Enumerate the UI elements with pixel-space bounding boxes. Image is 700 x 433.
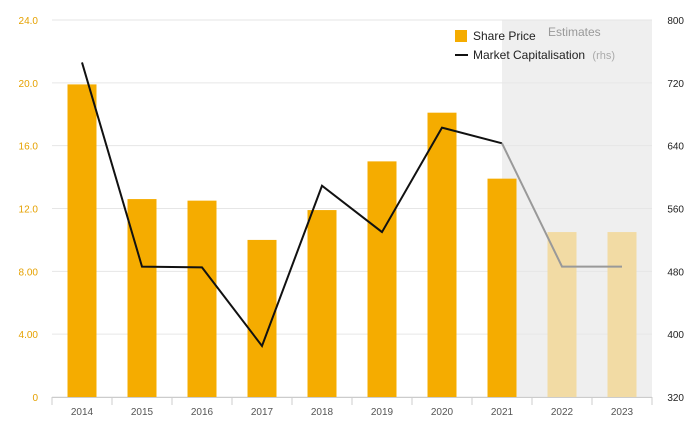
y-left-tick-label: 8.00 [19, 267, 39, 278]
market-cap-line-estimate [501, 142, 622, 268]
x-tick-label: 2016 [191, 407, 214, 418]
share-price-bar-2016 [187, 200, 217, 397]
x-tick-label: 2018 [311, 407, 334, 418]
share-price-bar-2021 [487, 178, 517, 397]
legend: Share Price Market Capitalisation (rhs) [455, 29, 615, 62]
y-right-tick-label: 400 [667, 330, 684, 341]
share-price-bar-2022 [547, 232, 577, 397]
x-tick-label: 2014 [71, 407, 94, 418]
x-tick-label: 2023 [611, 407, 634, 418]
x-tick-label: 2022 [551, 407, 574, 418]
y-right-tick-label: 560 [667, 205, 684, 216]
x-tick-label: 2021 [491, 407, 514, 418]
share-price-bar-2014 [67, 84, 97, 397]
market-cap-line-actual [81, 62, 503, 348]
y-left-tick-label: 20.0 [19, 79, 39, 90]
legend-market-cap-unit: (rhs) [592, 50, 615, 62]
y-right-tick-label: 320 [667, 393, 684, 404]
y-right-tick-label: 640 [667, 142, 684, 153]
y-left-tick-label: 24.0 [19, 16, 39, 27]
legend-market-cap-name: Market Capitalisation [473, 48, 585, 62]
share-price-bar-2020 [427, 112, 457, 397]
x-tick-label: 2019 [371, 407, 394, 418]
x-tick-label: 2015 [131, 407, 154, 418]
x-tick-label: 2020 [431, 407, 454, 418]
y-left-tick-label: 0 [32, 393, 38, 404]
share-price-bar-2018 [307, 210, 337, 397]
y-left-tick-label: 12.0 [19, 205, 39, 216]
estimates-label: Estimates [548, 25, 601, 39]
share-price-bar-2023 [607, 232, 637, 397]
share-price-bar-2019 [367, 161, 397, 397]
share-price-bars [67, 84, 637, 397]
legend-label-share-price: Share Price [473, 29, 536, 43]
x-tick-label: 2017 [251, 407, 274, 418]
y-axis-left: 0 4.00 8.00 12.0 16.0 20.0 24.0 [19, 16, 39, 404]
y-axis-right: 320 400 480 560 640 720 800 [667, 16, 684, 404]
y-right-tick-label: 480 [667, 267, 684, 278]
market-cap-line [81, 62, 622, 348]
legend-label-market-cap: Market Capitalisation (rhs) [473, 48, 615, 62]
y-left-tick-label: 4.00 [19, 330, 39, 341]
y-right-tick-label: 800 [667, 16, 684, 27]
legend-swatch-share-price [455, 30, 467, 42]
y-left-tick-label: 16.0 [19, 142, 39, 153]
x-axis: 2014 2015 2016 2017 2018 2019 2020 2021 2022 2023 [51, 397, 653, 418]
y-right-tick-label: 720 [667, 79, 684, 90]
